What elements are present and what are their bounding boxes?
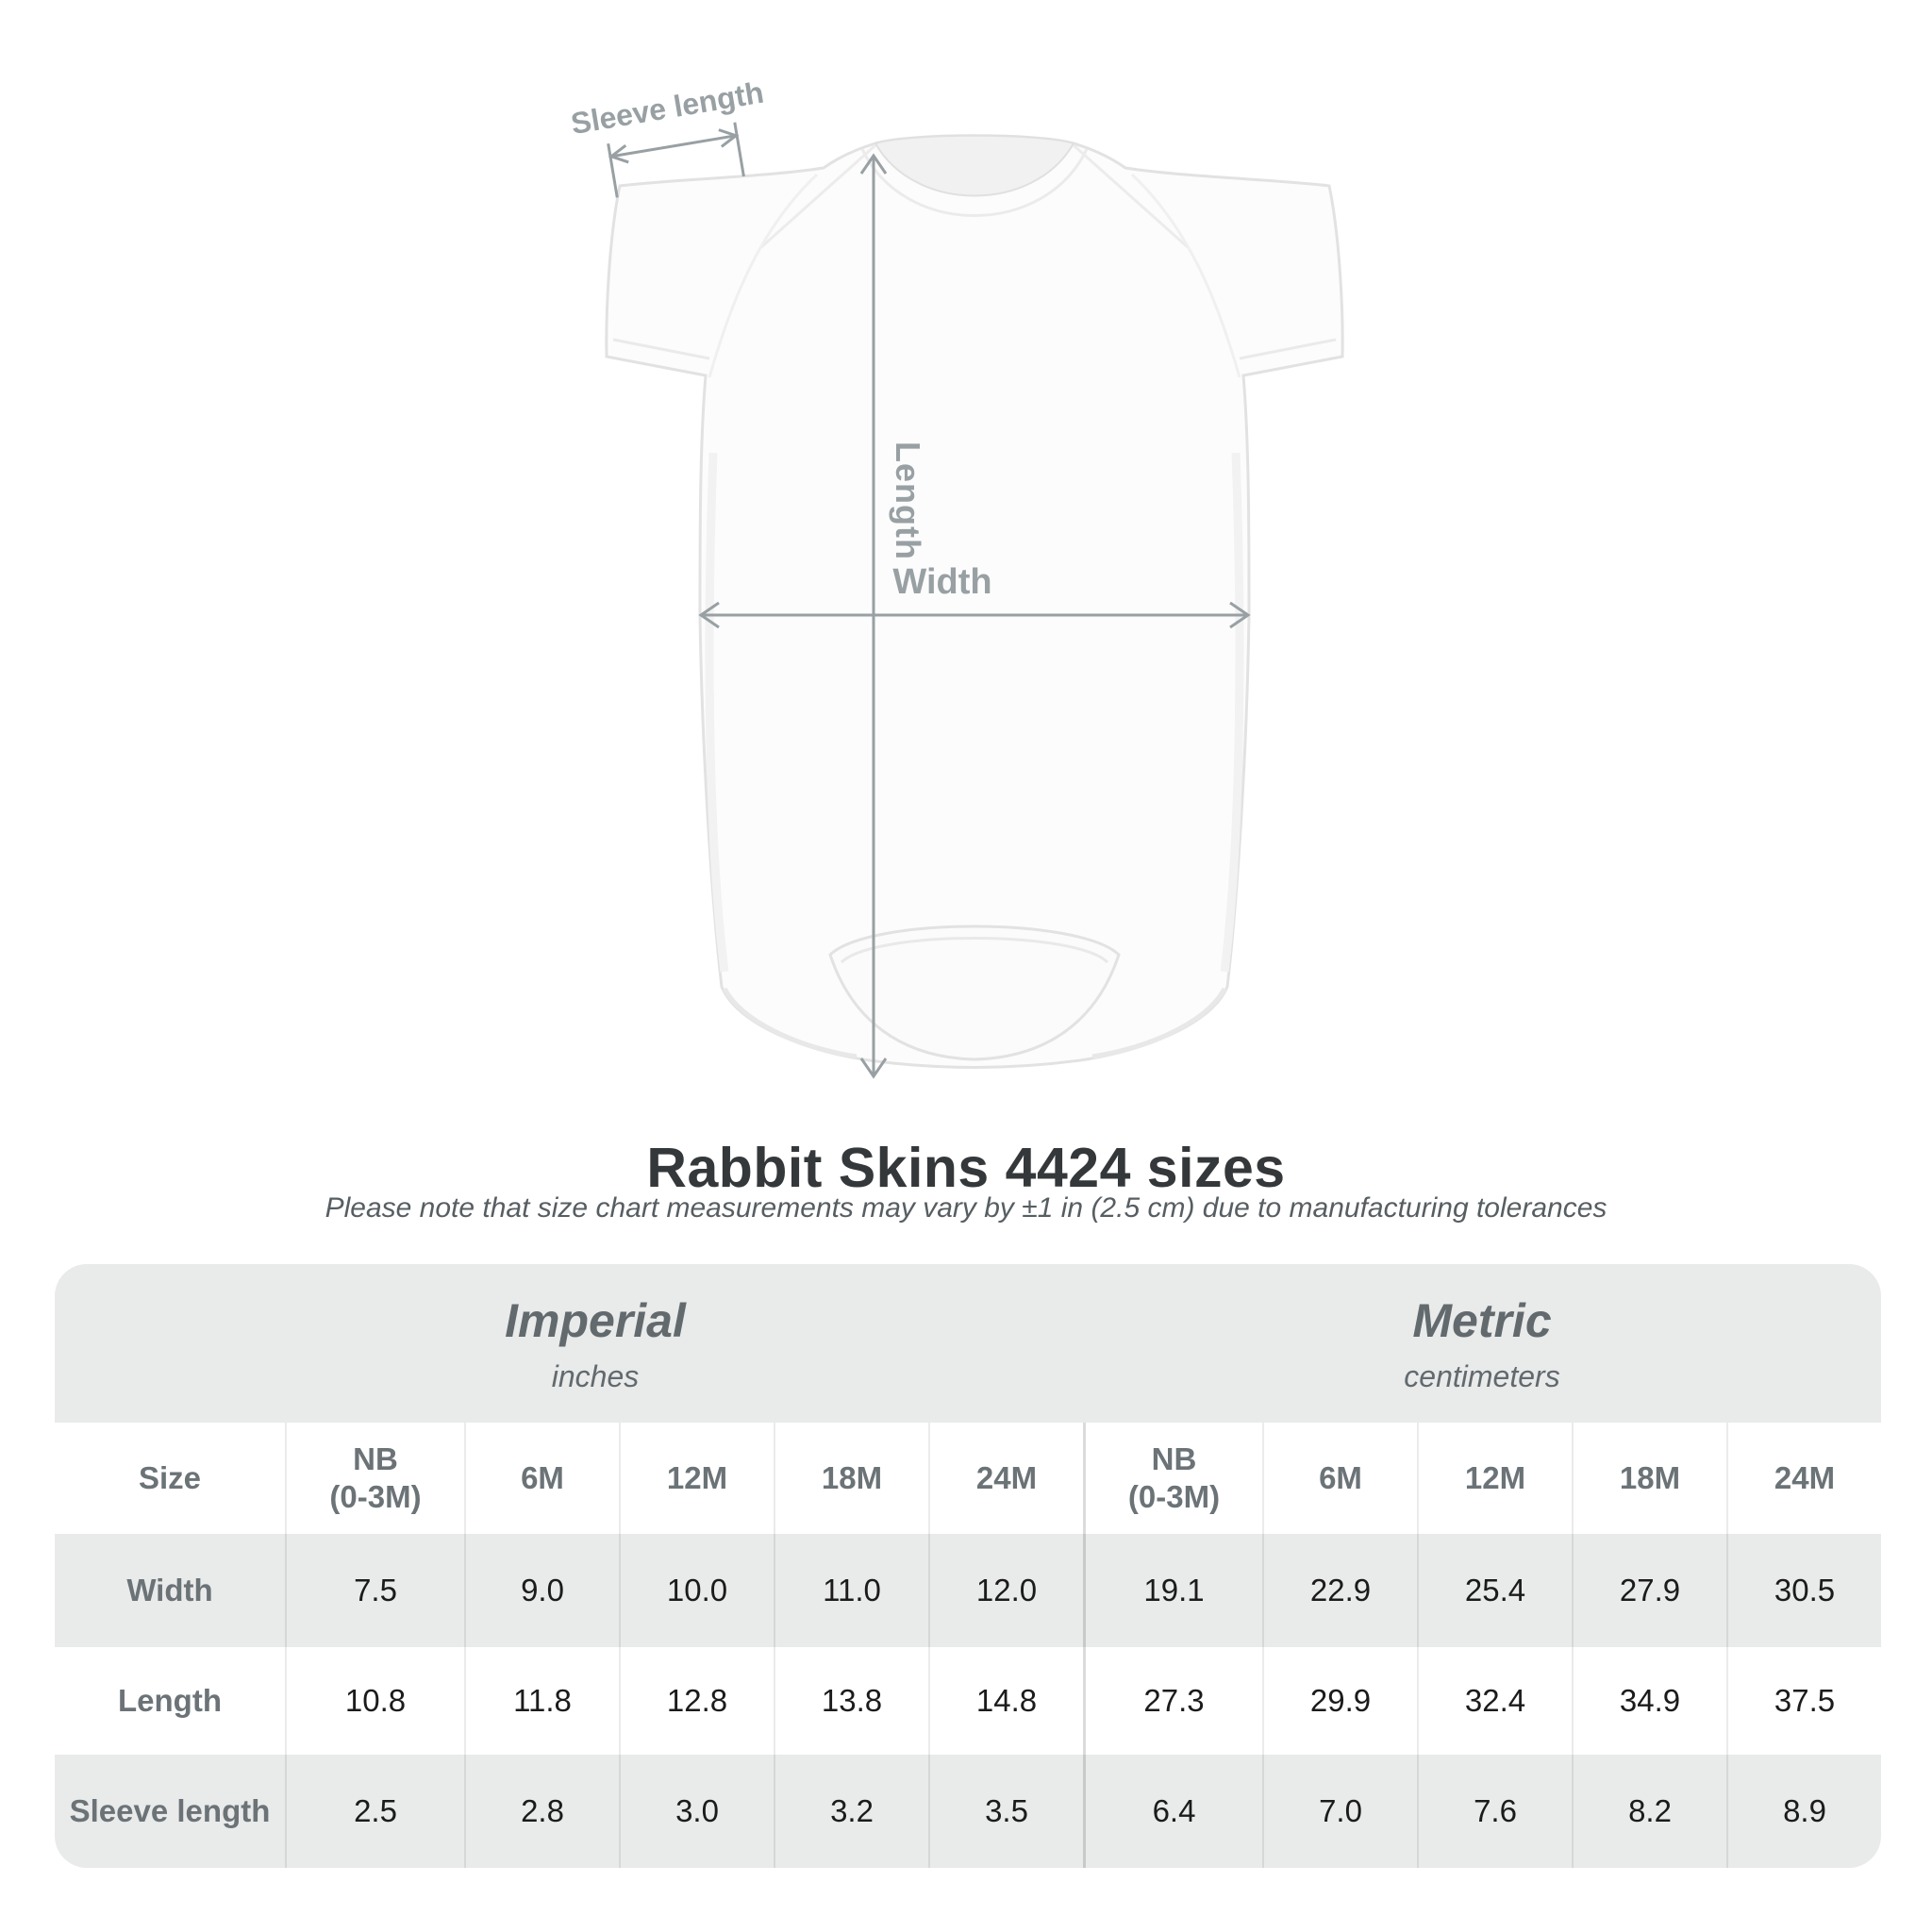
side-shade-right (1220, 452, 1244, 973)
neckline-trim (860, 148, 1089, 217)
value-cell: 10.8 (285, 1647, 464, 1755)
row-label-width: Width (55, 1534, 285, 1647)
value-cell: 22.9 (1262, 1534, 1417, 1647)
onesie-figure: Sleeve length Length Width (569, 75, 1344, 1079)
col-header-metric-18m: 18M (1572, 1423, 1726, 1534)
value-cell: 19.1 (1083, 1534, 1262, 1647)
value-cell: 3.2 (774, 1755, 928, 1868)
crotch-flap (828, 924, 1121, 1061)
size-table: Imperial inches Metric centimeters Size … (55, 1264, 1881, 1868)
value-cell: 9.0 (464, 1534, 619, 1647)
col-header-metric-12m: 12M (1417, 1423, 1572, 1534)
sleeve-length-arrow (607, 122, 745, 198)
value-cell: 7.0 (1262, 1755, 1417, 1868)
value-cell: 10.0 (619, 1534, 774, 1647)
value-cell: 6.4 (1083, 1755, 1262, 1868)
imperial-label: Imperial (505, 1293, 686, 1347)
value-cell: 30.5 (1726, 1534, 1881, 1647)
lap-seam-right (1073, 143, 1189, 249)
value-cell: 27.9 (1572, 1534, 1726, 1647)
length-label: Length (889, 441, 927, 560)
value-cell: 2.8 (464, 1755, 619, 1868)
value-cell: 34.9 (1572, 1647, 1726, 1755)
width-arrow (698, 601, 1251, 629)
armhole-seam-right (1130, 173, 1241, 378)
value-cell: 29.9 (1262, 1647, 1417, 1755)
col-header-imperial-12m: 12M (619, 1423, 774, 1534)
value-cell: 11.0 (774, 1534, 928, 1647)
onesie-body (605, 134, 1344, 1069)
col-header-metric-nb: NB (0-3M) (1083, 1423, 1262, 1534)
lap-seam-left (760, 143, 876, 249)
page-subtitle: Please note that size chart measurements… (325, 1192, 1607, 1224)
col-header-imperial-18m: 18M (774, 1423, 928, 1534)
value-cell: 3.5 (928, 1755, 1083, 1868)
sleeve-hem-left (612, 338, 710, 360)
value-cell: 2.5 (285, 1755, 464, 1868)
value-cell: 8.9 (1726, 1755, 1881, 1868)
value-cell: 7.5 (285, 1534, 464, 1647)
armhole-seam-left (708, 173, 819, 378)
width-label: Width (892, 562, 991, 602)
size-header: Size (138, 1460, 202, 1495)
value-cell: 7.6 (1417, 1755, 1572, 1868)
unit-group-metric: Metric centimeters (1083, 1264, 1881, 1423)
imperial-sublabel: inches (551, 1358, 640, 1393)
value-cell: 12.8 (619, 1647, 774, 1755)
value-cell: 3.0 (619, 1755, 774, 1868)
col-header-imperial-6m: 6M (464, 1423, 619, 1534)
row-label-length: Length (118, 1683, 222, 1718)
crotch-flap-trim (840, 937, 1109, 964)
unit-group-imperial: Imperial inches (55, 1264, 1083, 1423)
sleeve-hem-right (1239, 338, 1337, 360)
neckline-opening (874, 134, 1075, 197)
onesie-graphic (605, 134, 1344, 1069)
value-cell: 13.8 (774, 1647, 928, 1755)
metric-sublabel: centimeters (1404, 1358, 1560, 1393)
side-shade-left (705, 452, 729, 973)
leg-trim-right (1091, 987, 1227, 1059)
col-header-metric-24m: 24M (1726, 1423, 1881, 1534)
col-header-imperial-nb: NB (0-3M) (285, 1423, 464, 1534)
page-title: Rabbit Skins 4424 sizes (646, 1137, 1286, 1199)
value-cell: 8.2 (1572, 1755, 1726, 1868)
value-cell: 25.4 (1417, 1534, 1572, 1647)
col-header-metric-6m: 6M (1262, 1423, 1417, 1534)
value-cell: 32.4 (1417, 1647, 1572, 1755)
row-label-sleeve-length: Sleeve length (55, 1755, 285, 1868)
value-cell: 12.0 (928, 1534, 1083, 1647)
dimension-annotations (607, 122, 1251, 1079)
value-cell: 14.8 (928, 1647, 1083, 1755)
value-cell: 27.3 (1083, 1647, 1262, 1755)
col-header-imperial-24m: 24M (928, 1423, 1083, 1534)
value-cell: 11.8 (464, 1647, 619, 1755)
leg-trim-left (722, 987, 858, 1059)
value-cell: 37.5 (1726, 1647, 1881, 1755)
metric-label: Metric (1412, 1293, 1552, 1347)
